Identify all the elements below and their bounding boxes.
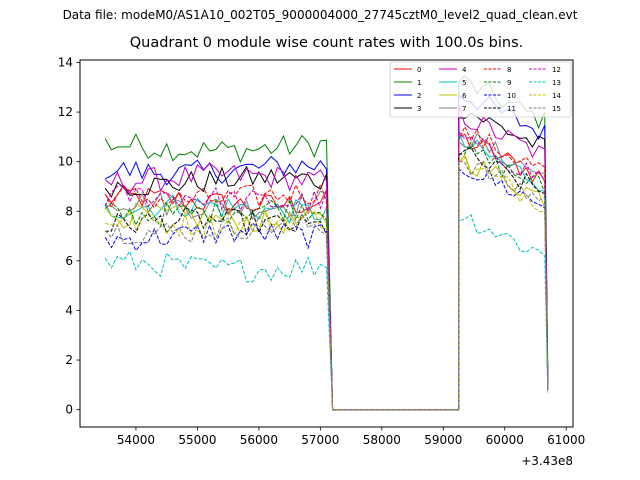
series-line-6 [104, 153, 549, 411]
legend-label-2: 2 [417, 92, 421, 100]
series-line-3 [104, 112, 549, 411]
legend-label-7: 7 [462, 105, 466, 113]
series-line-5 [104, 132, 549, 411]
y-tick-label: 2 [65, 353, 73, 367]
legend-label-10: 10 [507, 92, 516, 100]
series-layer [104, 75, 549, 411]
legend-label-13: 13 [552, 79, 561, 87]
y-tick-label: 10 [58, 155, 73, 169]
legend-label-6: 6 [462, 92, 467, 100]
legend-label-3: 3 [417, 105, 421, 113]
series-line-15 [104, 159, 549, 411]
figure-suptitle: Data file: modeM0/AS1A10_002T05_90000040… [62, 8, 578, 22]
legend-box [389, 61, 572, 118]
y-tick-label: 0 [65, 403, 73, 417]
legend-label-14: 14 [552, 92, 561, 100]
x-tick-label: 60000 [486, 433, 524, 447]
legend-label-15: 15 [552, 105, 561, 113]
legend-label-4: 4 [462, 66, 467, 74]
series-line-13 [104, 214, 549, 411]
legend-label-11: 11 [507, 105, 516, 113]
legend-label-0: 0 [417, 66, 421, 74]
axes-layer: 54000 55000 56000 57000 58000 59000 60000 61000… [58, 55, 586, 468]
legend-label-8: 8 [507, 66, 511, 74]
x-tick-label: 54000 [117, 433, 155, 447]
series-line-11 [105, 146, 549, 411]
series-line-8 [104, 125, 549, 411]
legend-label-5: 5 [462, 79, 466, 87]
x-tick-label: 56000 [240, 433, 278, 447]
x-tick-label: 58000 [363, 433, 401, 447]
y-tick-label: 6 [65, 254, 73, 268]
y-tick-label: 12 [58, 105, 73, 119]
series-line-12 [104, 130, 549, 411]
x-offset-label: +3.43e8 [521, 454, 573, 468]
x-tick-label: 57000 [301, 433, 339, 447]
y-tick-label: 14 [58, 55, 73, 69]
y-tick-label: 8 [65, 204, 73, 218]
plot-frame [79, 59, 574, 428]
series-line-14 [105, 155, 549, 411]
chart-title: Quadrant 0 module wise count rates with … [129, 35, 524, 51]
x-tick-label: 55000 [178, 433, 216, 447]
legend-label-1: 1 [417, 79, 421, 87]
series-line-10 [104, 167, 549, 411]
series-line-9 [104, 141, 549, 411]
legend-label-9: 9 [507, 79, 511, 87]
x-tick-label: 59000 [424, 433, 462, 447]
x-tick-label: 61000 [547, 433, 585, 447]
y-tick-label: 4 [65, 303, 73, 317]
series-line-4 [104, 105, 549, 411]
legend-label-12: 12 [552, 66, 561, 74]
